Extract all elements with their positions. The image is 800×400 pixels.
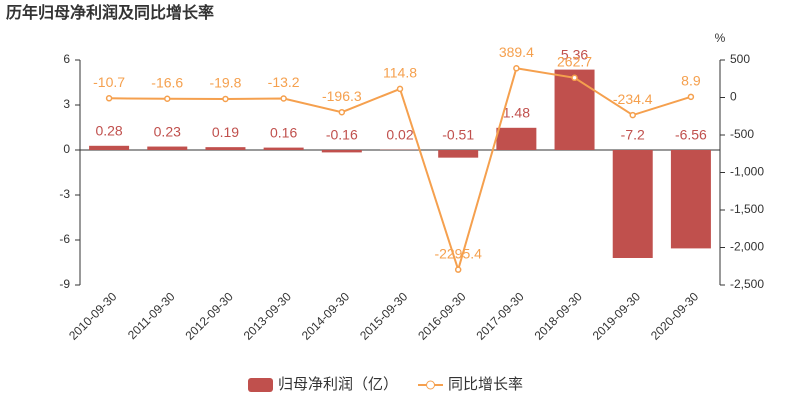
legend-label: 同比增长率 bbox=[448, 376, 523, 393]
y-tick-label: -3 bbox=[59, 187, 70, 201]
line-point bbox=[164, 95, 171, 102]
line-value-label: 389.4 bbox=[499, 44, 534, 60]
line-value-label: 114.8 bbox=[383, 65, 417, 81]
bar bbox=[438, 150, 479, 158]
x-tick-label: 2013-09-30 bbox=[241, 289, 295, 343]
y-tick-label: 0 bbox=[63, 142, 70, 156]
line bbox=[109, 67, 692, 274]
line-point bbox=[513, 65, 520, 72]
line-point bbox=[338, 108, 346, 116]
bar bbox=[147, 146, 188, 150]
legend-marker bbox=[426, 380, 436, 390]
line-point bbox=[687, 93, 695, 101]
line-value-label: -2295.4 bbox=[434, 245, 482, 261]
bar-value-label: 1.48 bbox=[503, 105, 530, 121]
legend-item: 同比增长率 bbox=[418, 376, 523, 393]
line-point bbox=[571, 74, 578, 82]
line-value-label: -196.3 bbox=[322, 88, 362, 104]
bar-value-label: -7.2 bbox=[621, 127, 645, 143]
line-point bbox=[105, 95, 113, 102]
x-tick-label: 2018-09-30 bbox=[532, 289, 586, 343]
y-tick-label: -9 bbox=[59, 277, 70, 291]
line-point bbox=[280, 95, 287, 102]
x-tick-label: 2015-09-30 bbox=[357, 289, 411, 343]
bar bbox=[670, 150, 711, 249]
bar bbox=[263, 147, 304, 150]
y-tick-label: 6 bbox=[63, 52, 70, 66]
line-value-label: 8.9 bbox=[681, 73, 701, 89]
legend-swatch bbox=[248, 378, 273, 392]
x-tick-label: 2014-09-30 bbox=[299, 289, 353, 343]
line-value-label: -13.2 bbox=[268, 74, 300, 90]
line-point bbox=[396, 85, 404, 93]
line-point bbox=[629, 111, 636, 119]
bar bbox=[612, 150, 653, 258]
bar-value-label: -6.56 bbox=[675, 127, 707, 143]
bar-value-label: 0.28 bbox=[95, 123, 122, 139]
line-value-label: -10.7 bbox=[93, 74, 125, 90]
line-value-label: 262.7 bbox=[557, 54, 592, 70]
y2-tick-label: -2,000 bbox=[730, 240, 764, 254]
legend-item: 归母净利润（亿） bbox=[248, 376, 398, 393]
bar bbox=[554, 69, 595, 150]
bar-value-label: 0.23 bbox=[154, 123, 181, 139]
bar-value-label: -0.16 bbox=[326, 127, 358, 143]
y2-tick-label: 500 bbox=[730, 52, 750, 66]
line-value-label: -16.6 bbox=[151, 74, 183, 90]
bar-value-label: 0.19 bbox=[212, 124, 239, 140]
chart-title: 历年归母净利润及同比增长率 bbox=[6, 3, 214, 22]
y2-axis-label: % bbox=[715, 31, 726, 45]
bar-value-label: 5.36 bbox=[561, 46, 588, 62]
bar bbox=[89, 145, 130, 150]
bar bbox=[496, 127, 537, 150]
y-tick-label: 3 bbox=[63, 97, 70, 111]
line-point bbox=[222, 95, 229, 103]
bar bbox=[321, 150, 362, 153]
y2-tick-label: -1,000 bbox=[730, 165, 764, 179]
legend-label: 归母净利润（亿） bbox=[278, 376, 398, 393]
bar-value-label: -0.51 bbox=[442, 127, 474, 143]
x-tick-label: 2012-09-30 bbox=[183, 289, 237, 343]
y2-tick-label: -500 bbox=[730, 127, 754, 141]
line-value-label: -234.4 bbox=[613, 91, 653, 107]
y2-tick-label: -2,500 bbox=[730, 277, 764, 291]
y2-tick-label: -1,500 bbox=[730, 202, 764, 216]
bar-value-label: 0.16 bbox=[270, 124, 297, 140]
x-tick-label: 2010-09-30 bbox=[66, 289, 120, 343]
x-tick-label: 2020-09-30 bbox=[648, 289, 702, 343]
bar-value-label: 0.02 bbox=[386, 126, 413, 142]
x-tick-label: 2019-09-30 bbox=[590, 289, 644, 343]
line-value-label: -19.8 bbox=[209, 75, 241, 91]
line-point bbox=[454, 266, 462, 273]
x-tick-label: 2011-09-30 bbox=[125, 289, 178, 342]
y-tick-label: -6 bbox=[59, 232, 70, 246]
x-tick-label: 2017-09-30 bbox=[473, 289, 527, 343]
y2-tick-label: 0 bbox=[730, 90, 737, 104]
x-tick-label: 2016-09-30 bbox=[415, 289, 469, 343]
bar bbox=[205, 147, 246, 150]
